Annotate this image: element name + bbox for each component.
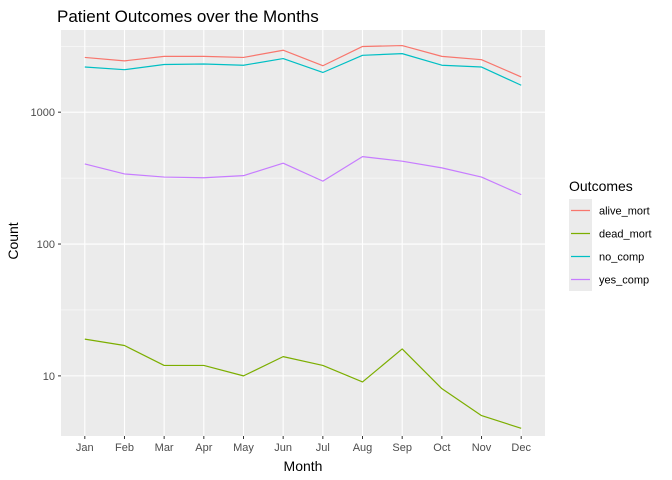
axes: 10 100 1000 Jan Feb Mar Apr May Jun Jul Aug Sep Oct N… — [31, 107, 532, 454]
x-tick-label: Dec — [511, 442, 531, 454]
legend-label: dead_mort — [599, 229, 652, 241]
legend-label: alive_mort — [599, 206, 650, 218]
series-line-dead-mort — [84, 338, 522, 429]
x-axis-title: Month — [284, 458, 323, 474]
y-tick-label: 100 — [37, 239, 55, 251]
x-tick-label: Apr — [195, 442, 212, 454]
chart-title: Patient Outcomes over the Months — [57, 7, 319, 26]
plot-panel — [61, 30, 545, 436]
series-lines — [84, 44, 522, 429]
x-tick-label: May — [233, 442, 254, 454]
y-axis-title: Count — [5, 222, 21, 259]
legend: Outcomes alive_mort dead_mort no_comp yes_c… — [569, 178, 652, 291]
x-tick-label: Jan — [76, 442, 94, 454]
x-tick-label: Mar — [155, 442, 174, 454]
x-tick-label: Sep — [392, 442, 412, 454]
x-tick-label: Oct — [433, 442, 450, 454]
series-line-no-comp — [84, 53, 522, 86]
x-tick-label: Feb — [115, 442, 134, 454]
y-tick-label: 1000 — [31, 107, 55, 119]
y-tick-label: 10 — [43, 371, 55, 383]
x-tick-label: Nov — [472, 442, 492, 454]
legend-label: yes_comp — [599, 275, 649, 287]
x-tick-label: Aug — [353, 442, 373, 454]
series-line-alive-mort — [84, 44, 522, 78]
x-tick-label: Jul — [316, 442, 330, 454]
legend-title: Outcomes — [569, 178, 633, 194]
legend-label: no_comp — [599, 252, 644, 264]
grid-lines — [61, 30, 545, 436]
x-tick-label: Jun — [274, 442, 292, 454]
series-line-yes-comp — [84, 156, 522, 196]
